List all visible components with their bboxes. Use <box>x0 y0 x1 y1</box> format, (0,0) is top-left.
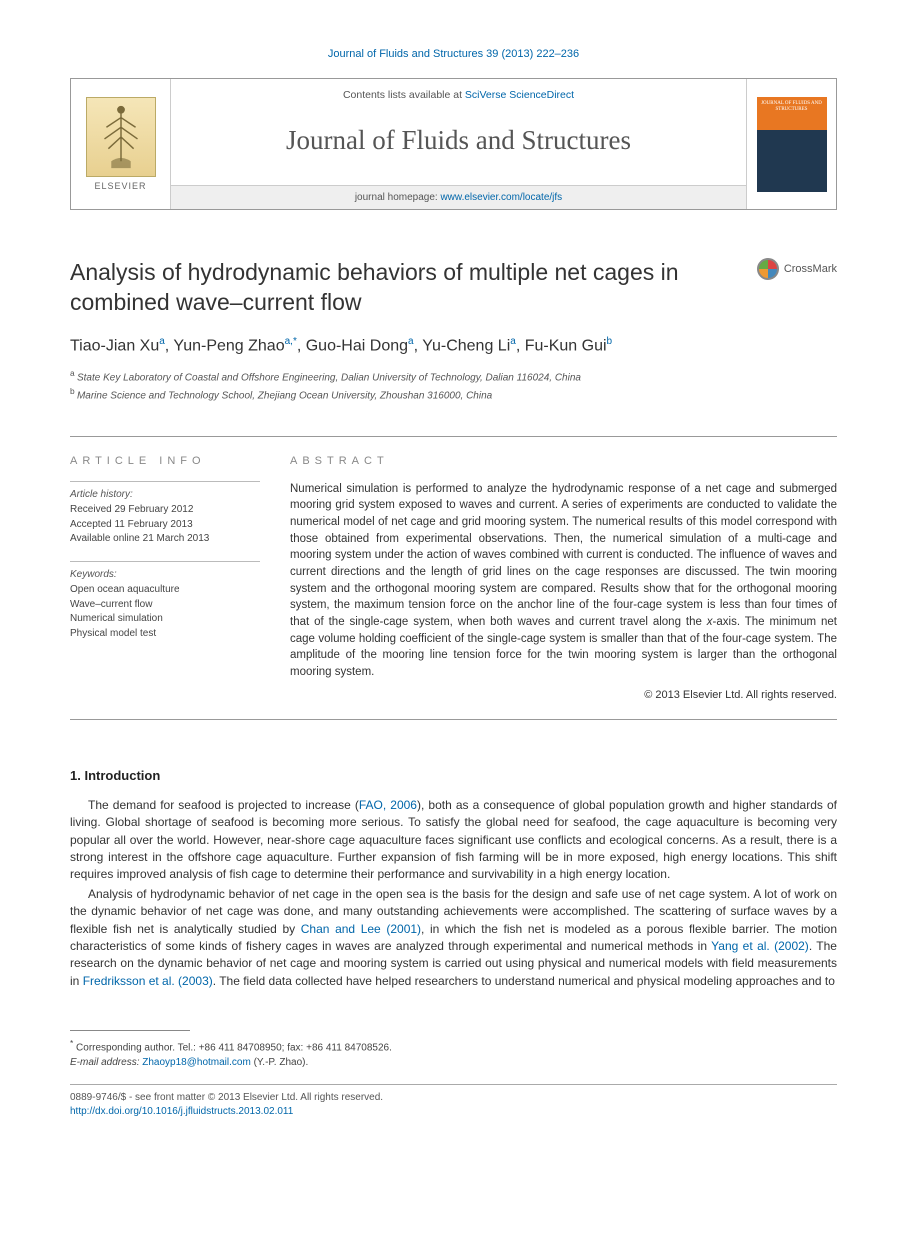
keywords-block: Keywords: Open ocean aquacultureWave–cur… <box>70 561 260 642</box>
journal-citation: Journal of Fluids and Structures 39 (201… <box>70 48 837 60</box>
journal-cover-box: JOURNAL OF FLUIDS AND STRUCTURES <box>746 79 836 209</box>
header-center: Contents lists available at SciVerse Sci… <box>171 79 746 209</box>
footnote-separator <box>70 1030 190 1031</box>
keywords-label: Keywords: <box>70 568 260 583</box>
keyword-line: Open ocean aquaculture <box>70 583 260 598</box>
history-line: Received 29 February 2012 <box>70 503 260 518</box>
title-row: Analysis of hydrodynamic behaviors of mu… <box>70 258 837 318</box>
author-affiliation-sup: a <box>159 336 165 347</box>
abstract-heading: ABSTRACT <box>290 455 837 467</box>
journal-name: Journal of Fluids and Structures <box>183 125 734 156</box>
citation-chan-lee-2001[interactable]: Chan and Lee (2001) <box>301 922 421 936</box>
corresponding-marker: * <box>70 1038 73 1048</box>
contents-available-line: Contents lists available at SciVerse Sci… <box>183 89 734 101</box>
publisher-name: ELSEVIER <box>94 181 146 191</box>
author-affiliation-sup: b <box>607 336 613 347</box>
crossmark-icon <box>757 258 779 280</box>
section-divider <box>70 719 837 720</box>
publisher-logo-box: ELSEVIER <box>71 79 171 209</box>
history-label: Article history: <box>70 488 260 503</box>
homepage-link[interactable]: www.elsevier.com/locate/jfs <box>440 192 562 203</box>
homepage-bar: journal homepage: www.elsevier.com/locat… <box>171 185 746 209</box>
sciencedirect-link[interactable]: SciVerse ScienceDirect <box>465 89 574 101</box>
cover-image-area <box>757 130 827 192</box>
x-axis-italic: x <box>707 616 713 628</box>
author-affiliation-sup: a,* <box>285 336 297 347</box>
history-line: Available online 21 March 2013 <box>70 532 260 547</box>
authors-line: Tiao-Jian Xua, Yun-Peng Zhaoa,*, Guo-Hai… <box>70 336 837 355</box>
author-affiliation-sup: a <box>408 336 414 347</box>
author-name: Fu-Kun Gui <box>525 337 607 354</box>
affiliations: a State Key Laboratory of Coastal and Of… <box>70 367 837 404</box>
citation-fao-2006[interactable]: FAO, 2006 <box>359 798 417 812</box>
abstract-copyright: © 2013 Elsevier Ltd. All rights reserved… <box>290 689 837 701</box>
author-name: Guo-Hai Dong <box>306 337 408 354</box>
keyword-line: Wave–current flow <box>70 598 260 613</box>
author-affiliation-sup: a <box>510 336 516 347</box>
intro-paragraph-1: The demand for seafood is projected to i… <box>70 797 837 884</box>
author-name: Yun-Peng Zhao <box>173 337 284 354</box>
citation-yang-2002[interactable]: Yang et al. (2002) <box>711 939 809 953</box>
intro-paragraph-2: Analysis of hydrodynamic behavior of net… <box>70 886 837 990</box>
affiliation-sup: b <box>70 386 77 396</box>
affiliation-sup: a <box>70 368 77 378</box>
citation-fredriksson-2003[interactable]: Fredriksson et al. (2003) <box>83 974 213 988</box>
corresponding-text: Corresponding author. Tel.: +86 411 8470… <box>76 1042 392 1053</box>
article-title: Analysis of hydrodynamic behaviors of mu… <box>70 258 737 318</box>
email-who: (Y.-P. Zhao). <box>251 1057 308 1068</box>
history-line: Accepted 11 February 2013 <box>70 518 260 533</box>
crossmark-label: CrossMark <box>784 263 837 275</box>
homepage-prefix: journal homepage: <box>355 192 441 203</box>
email-label: E-mail address: <box>70 1057 142 1068</box>
elsevier-tree-icon <box>86 97 156 177</box>
corresponding-email-link[interactable]: Zhaoyp18@hotmail.com <box>142 1057 251 1068</box>
para1-pre: The demand for seafood is projected to i… <box>88 798 359 812</box>
author-name: Tiao-Jian Xu <box>70 337 159 354</box>
abstract-text: Numerical simulation is performed to ana… <box>290 481 837 681</box>
para2-d: . The field data collected have helped r… <box>213 974 835 988</box>
issn-line: 0889-9746/$ - see front matter © 2013 El… <box>70 1091 837 1105</box>
contents-prefix: Contents lists available at <box>343 89 465 101</box>
article-history-block: Article history: Received 29 February 20… <box>70 481 260 547</box>
corresponding-author-block: * Corresponding author. Tel.: +86 411 84… <box>70 1037 837 1070</box>
doi-link[interactable]: http://dx.doi.org/10.1016/j.jfluidstruct… <box>70 1106 293 1117</box>
keyword-line: Numerical simulation <box>70 612 260 627</box>
crossmark-badge[interactable]: CrossMark <box>757 258 837 280</box>
author-name: Yu-Cheng Li <box>422 337 510 354</box>
article-info-column: ARTICLE INFO Article history: Received 2… <box>70 455 260 701</box>
bottom-meta: 0889-9746/$ - see front matter © 2013 El… <box>70 1084 837 1119</box>
journal-header-box: ELSEVIER Contents lists available at Sci… <box>70 78 837 210</box>
cover-title-text: JOURNAL OF FLUIDS AND STRUCTURES <box>757 97 827 130</box>
email-line: E-mail address: Zhaoyp18@hotmail.com (Y.… <box>70 1055 837 1070</box>
article-info-heading: ARTICLE INFO <box>70 455 260 467</box>
keyword-line: Physical model test <box>70 627 260 642</box>
corresponding-line: * Corresponding author. Tel.: +86 411 84… <box>70 1037 837 1055</box>
journal-cover-thumbnail: JOURNAL OF FLUIDS AND STRUCTURES <box>757 97 827 192</box>
affiliation-line: a State Key Laboratory of Coastal and Of… <box>70 367 837 385</box>
affiliation-line: b Marine Science and Technology School, … <box>70 385 837 403</box>
info-abstract-row: ARTICLE INFO Article history: Received 2… <box>70 436 837 701</box>
section-1-heading: 1. Introduction <box>70 768 837 783</box>
abstract-column: ABSTRACT Numerical simulation is perform… <box>290 455 837 701</box>
